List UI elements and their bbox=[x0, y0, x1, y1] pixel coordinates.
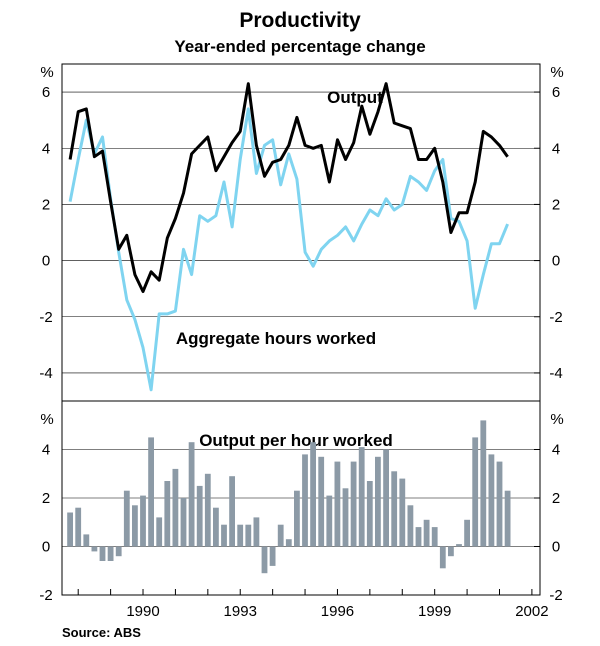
output-per-hour-bar bbox=[464, 519, 470, 547]
top-left-tick-label: 4 bbox=[42, 140, 50, 157]
bottom-panel-y-ticks: 4 4 2 2 0 0 -2 -2 bbox=[39, 442, 562, 605]
output-per-hour-bars bbox=[67, 420, 511, 574]
output-per-hour-bar bbox=[472, 437, 479, 547]
output-per-hour-bar bbox=[294, 490, 300, 547]
output-per-hour-bar bbox=[221, 524, 227, 547]
x-axis: 1990 1993 1996 1999 2002 bbox=[77, 589, 549, 620]
aggregate-hours-line bbox=[68, 107, 509, 392]
output-per-hour-bar bbox=[196, 485, 203, 547]
bottom-left-tick-label: 4 bbox=[42, 442, 50, 459]
output-per-hour-bar bbox=[334, 461, 341, 547]
bottom-right-tick-label: 0 bbox=[552, 539, 560, 556]
x-tick-label: 1999 bbox=[418, 603, 451, 620]
output-per-hour-bar bbox=[67, 512, 73, 547]
output-per-hour-bar bbox=[180, 498, 187, 547]
top-left-tick-label: -2 bbox=[39, 309, 52, 326]
top-panel-y-ticks: 6 6 4 4 2 2 0 0 -2 -2 -4 -4 bbox=[39, 84, 562, 382]
top-right-tick-label: 6 bbox=[552, 84, 560, 101]
x-tick-label: 1990 bbox=[126, 603, 159, 620]
output-per-hour-bar bbox=[285, 539, 292, 547]
bottom-left-unit-label: % bbox=[40, 411, 53, 428]
top-panel-frame bbox=[61, 63, 541, 402]
output-per-hour-bar bbox=[480, 420, 487, 547]
top-left-tick-label: 6 bbox=[42, 84, 50, 101]
output-per-hour-bar bbox=[423, 519, 430, 547]
output-per-hour-bar bbox=[115, 546, 122, 557]
bottom-panel-title: Output per hour worked bbox=[199, 431, 393, 450]
output-per-hour-bar bbox=[415, 527, 422, 547]
output-line bbox=[68, 82, 509, 293]
output-per-hour-bar bbox=[496, 461, 503, 547]
top-right-tick-label: 0 bbox=[552, 253, 560, 270]
output-per-hour-bar bbox=[366, 481, 373, 547]
chart-subtitle: Year-ended percentage change bbox=[174, 37, 425, 56]
bottom-right-tick-label: 4 bbox=[552, 442, 560, 459]
top-right-unit-label: % bbox=[550, 64, 563, 81]
output-per-hour-bar bbox=[140, 495, 146, 547]
source-note: Source: ABS bbox=[62, 625, 141, 640]
x-tick-label: 2002 bbox=[515, 603, 548, 620]
output-per-hour-bar bbox=[132, 505, 138, 547]
hours-series-label: Aggregate hours worked bbox=[176, 329, 376, 348]
top-panel-series bbox=[68, 82, 509, 392]
top-left-tick-label: -4 bbox=[39, 365, 52, 382]
x-tick-label: 1996 bbox=[321, 603, 354, 620]
chart-title: Productivity bbox=[239, 9, 361, 32]
output-per-hour-bar bbox=[229, 476, 235, 547]
output-per-hour-bar bbox=[342, 488, 349, 547]
top-left-unit-label: % bbox=[40, 64, 53, 81]
output-per-hour-bar bbox=[326, 495, 333, 547]
output-per-hour-bar bbox=[407, 505, 414, 547]
bottom-right-tick-label: 2 bbox=[552, 490, 560, 507]
top-right-tick-label: -4 bbox=[549, 365, 562, 382]
output-per-hour-bar bbox=[172, 468, 179, 547]
top-right-tick-label: 2 bbox=[552, 196, 560, 213]
output-per-hour-bar bbox=[237, 524, 244, 547]
output-per-hour-bar bbox=[431, 527, 438, 547]
output-per-hour-bar bbox=[204, 473, 211, 547]
top-left-tick-label: 2 bbox=[42, 196, 50, 213]
output-per-hour-bar bbox=[123, 490, 130, 547]
output-per-hour-bar bbox=[399, 478, 406, 547]
output-per-hour-bar bbox=[504, 490, 511, 547]
output-per-hour-bar bbox=[350, 461, 357, 547]
x-tick-label: 1993 bbox=[224, 603, 257, 620]
output-per-hour-bar bbox=[310, 442, 316, 547]
bottom-left-tick-label: 2 bbox=[42, 490, 50, 507]
output-per-hour-bar bbox=[439, 546, 446, 569]
output-series-label: Output bbox=[327, 88, 383, 107]
output-per-hour-bar bbox=[302, 454, 308, 547]
output-per-hour-bar bbox=[277, 524, 284, 547]
output-per-hour-bar bbox=[107, 546, 114, 561]
output-per-hour-bar bbox=[99, 546, 106, 561]
bottom-left-tick-label: 0 bbox=[42, 539, 50, 556]
output-per-hour-bar bbox=[91, 546, 98, 552]
output-per-hour-bar bbox=[83, 534, 90, 547]
output-per-hour-bar bbox=[456, 544, 462, 547]
top-left-tick-label: 0 bbox=[42, 253, 50, 270]
top-right-tick-label: 4 bbox=[552, 140, 560, 157]
output-per-hour-bar bbox=[75, 507, 82, 547]
bottom-right-tick-label: -2 bbox=[549, 587, 562, 604]
output-per-hour-bar bbox=[188, 442, 195, 547]
output-per-hour-bar bbox=[164, 481, 171, 547]
output-per-hour-bar bbox=[358, 447, 365, 547]
output-per-hour-bar bbox=[261, 546, 268, 574]
output-per-hour-bar bbox=[383, 449, 389, 547]
bottom-left-tick-label: -2 bbox=[39, 587, 52, 604]
output-per-hour-bar bbox=[375, 456, 381, 547]
output-per-hour-bar bbox=[318, 456, 325, 547]
output-per-hour-bar bbox=[156, 517, 163, 547]
output-per-hour-bar bbox=[391, 471, 398, 547]
top-right-tick-label: -2 bbox=[549, 309, 562, 326]
bottom-right-unit-label: % bbox=[550, 411, 563, 428]
output-per-hour-bar bbox=[253, 517, 260, 547]
output-per-hour-bar bbox=[448, 546, 454, 557]
output-per-hour-bar bbox=[488, 454, 495, 547]
output-per-hour-bar bbox=[245, 524, 252, 547]
output-per-hour-bar bbox=[148, 437, 154, 547]
output-per-hour-bar bbox=[269, 546, 276, 566]
output-per-hour-bar bbox=[213, 507, 219, 547]
